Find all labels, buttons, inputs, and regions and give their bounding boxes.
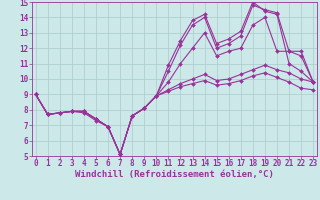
X-axis label: Windchill (Refroidissement éolien,°C): Windchill (Refroidissement éolien,°C): [75, 170, 274, 179]
